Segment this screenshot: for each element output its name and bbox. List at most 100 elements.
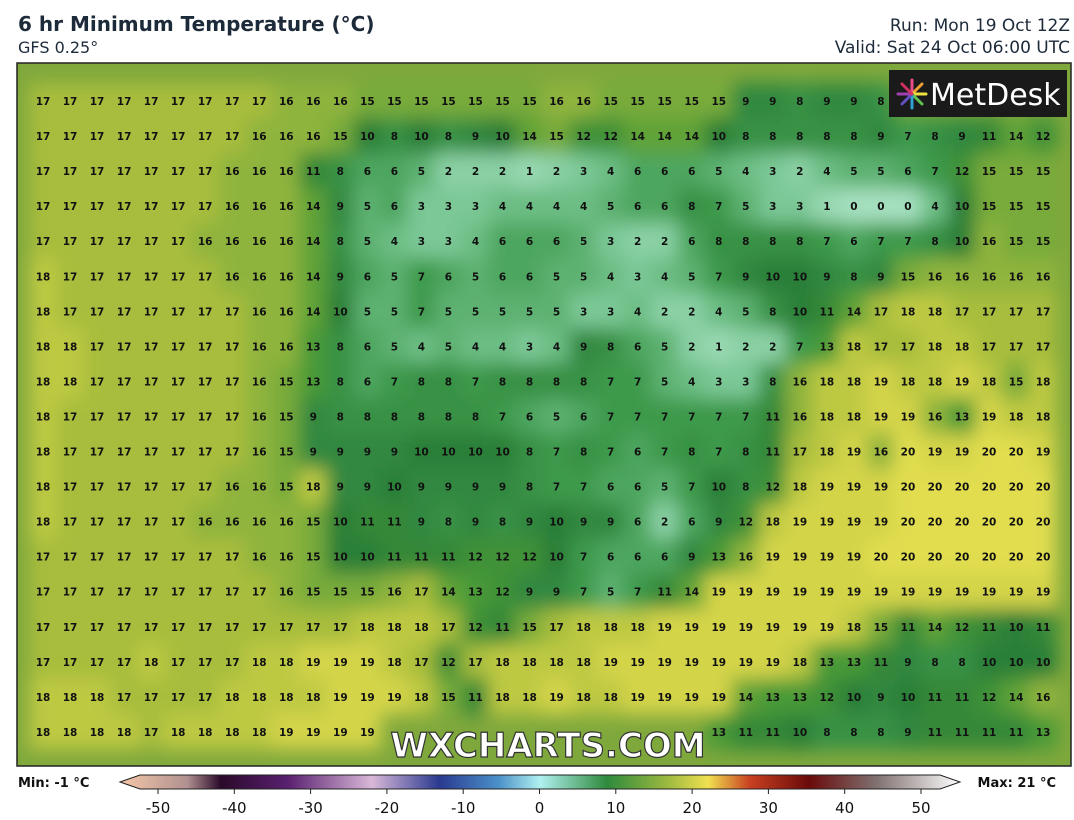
temperature-label: 15: [279, 411, 294, 423]
temperature-label: 3: [418, 236, 425, 248]
temperature-label: 9: [580, 341, 587, 353]
temperature-label: 14: [441, 587, 456, 599]
temperature-cell: [623, 398, 652, 435]
temperature-label: 17: [117, 552, 132, 564]
temperature-label: 17: [63, 657, 78, 669]
temperature-label: 17: [117, 482, 132, 494]
temperature-cell: [677, 573, 706, 610]
temperature-cell: [110, 608, 139, 645]
temperature-label: 17: [36, 96, 51, 108]
temperature-cell: [812, 398, 841, 435]
temperature-label: 3: [742, 376, 749, 388]
temperature-cell: [353, 328, 382, 365]
temperature-cell: [704, 118, 733, 155]
temperature-cell: [569, 223, 598, 260]
temperature-label: 17: [117, 517, 132, 529]
temperature-label: 18: [928, 376, 943, 388]
temperature-label: 9: [526, 587, 533, 599]
temperature-label: 17: [117, 271, 132, 283]
temperature-cell: [866, 328, 895, 365]
temperature-label: 13: [1036, 727, 1051, 739]
temperature-cell: [785, 538, 814, 575]
temperature-label: 11: [765, 727, 780, 739]
temperature-label: 6: [364, 166, 371, 178]
temperature-label: 4: [580, 201, 587, 213]
temperature-cell: [650, 188, 679, 225]
temperature-label: 16: [198, 517, 213, 529]
temperature-label: 19: [793, 517, 808, 529]
temperature-label: 19: [333, 727, 348, 739]
temperature-label: 14: [847, 306, 862, 318]
temperature-cell: [948, 678, 977, 715]
temperature-label: 3: [796, 201, 803, 213]
temperature-cell: [948, 153, 977, 190]
temperature-label: 7: [607, 447, 614, 459]
temperature-cell: [515, 538, 544, 575]
temperature-label: 10: [1036, 657, 1051, 669]
temperature-label: 17: [171, 166, 186, 178]
temperature-cell: [191, 153, 220, 190]
temperature-cell: [569, 118, 598, 155]
temperature-cell: [434, 153, 463, 190]
temperature-label: 17: [171, 517, 186, 529]
temperature-cell: [218, 118, 247, 155]
temperature-cell: [164, 608, 193, 645]
temperature-label: 17: [468, 657, 483, 669]
temperature-cell: [488, 118, 517, 155]
temperature-cell: [110, 188, 139, 225]
temperature-cell: [1029, 153, 1058, 190]
temperature-cell: [542, 398, 571, 435]
temperature-cell: [785, 82, 814, 120]
temperature-cell: [380, 258, 409, 295]
temperature-cell: [326, 608, 355, 645]
temperature-label: 5: [742, 306, 749, 318]
temperature-label: 18: [576, 692, 591, 704]
temperature-label: 19: [982, 587, 997, 599]
temperature-cell: [191, 538, 220, 575]
temperature-label: 16: [198, 236, 213, 248]
temperature-cell: [515, 118, 544, 155]
temperature-cell: [245, 328, 274, 365]
temperature-label: 6: [688, 166, 695, 178]
temperature-label: 6: [364, 376, 371, 388]
temperature-cell: [83, 678, 112, 715]
temperature-label: 18: [90, 727, 105, 739]
temperature-label: 16: [252, 341, 267, 353]
temperature-label: 6: [526, 411, 533, 423]
temperature-label: 4: [418, 341, 425, 353]
temperature-label: 8: [526, 447, 533, 459]
temperature-cell: [353, 573, 382, 610]
temperature-cell: [110, 258, 139, 295]
temperature-cell: [1029, 678, 1058, 715]
temperature-label: 10: [495, 131, 510, 143]
temperature-cell: [407, 293, 436, 330]
temperature-cell: [623, 608, 652, 645]
temperature-cell: [650, 538, 679, 575]
temperature-cell: [218, 573, 247, 610]
temperature-label: 13: [820, 341, 835, 353]
temperature-cell: [110, 223, 139, 260]
temperature-cell: [326, 398, 355, 435]
temperature-label: 9: [337, 201, 344, 213]
temperature-cell: [28, 433, 58, 470]
temperature-label: 17: [198, 96, 213, 108]
temperature-cell: [407, 82, 436, 120]
temperature-cell: [137, 468, 166, 505]
temperature-label: 20: [901, 482, 916, 494]
temperature-cell: [353, 538, 382, 575]
temperature-cell: [731, 153, 760, 190]
temperature-label: 13: [820, 657, 835, 669]
temperature-cell: [164, 678, 193, 715]
temperature-label: 4: [661, 271, 668, 283]
temperature-label: 19: [847, 587, 862, 599]
valid-time: Valid: Sat 24 Oct 06:00 UTC: [835, 38, 1070, 58]
temperature-cell: [920, 118, 950, 155]
temperature-label: 9: [310, 447, 317, 459]
temperature-label: 17: [225, 447, 240, 459]
temperature-cell: [515, 328, 544, 365]
temperature-label: 2: [553, 166, 560, 178]
temperature-label: 5: [472, 271, 479, 283]
colorbar-tick-label: 30: [759, 799, 778, 817]
temperature-cell: [353, 153, 382, 190]
temperature-label: 11: [874, 657, 889, 669]
